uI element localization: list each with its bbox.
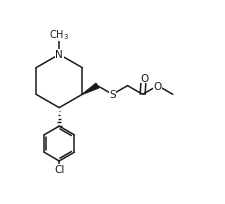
Text: N: N xyxy=(55,50,63,60)
Text: O: O xyxy=(154,81,162,91)
Text: O: O xyxy=(141,73,149,83)
Text: Cl: Cl xyxy=(54,164,64,174)
Text: CH$_3$: CH$_3$ xyxy=(49,28,69,42)
Polygon shape xyxy=(82,84,99,95)
Text: S: S xyxy=(109,90,116,100)
